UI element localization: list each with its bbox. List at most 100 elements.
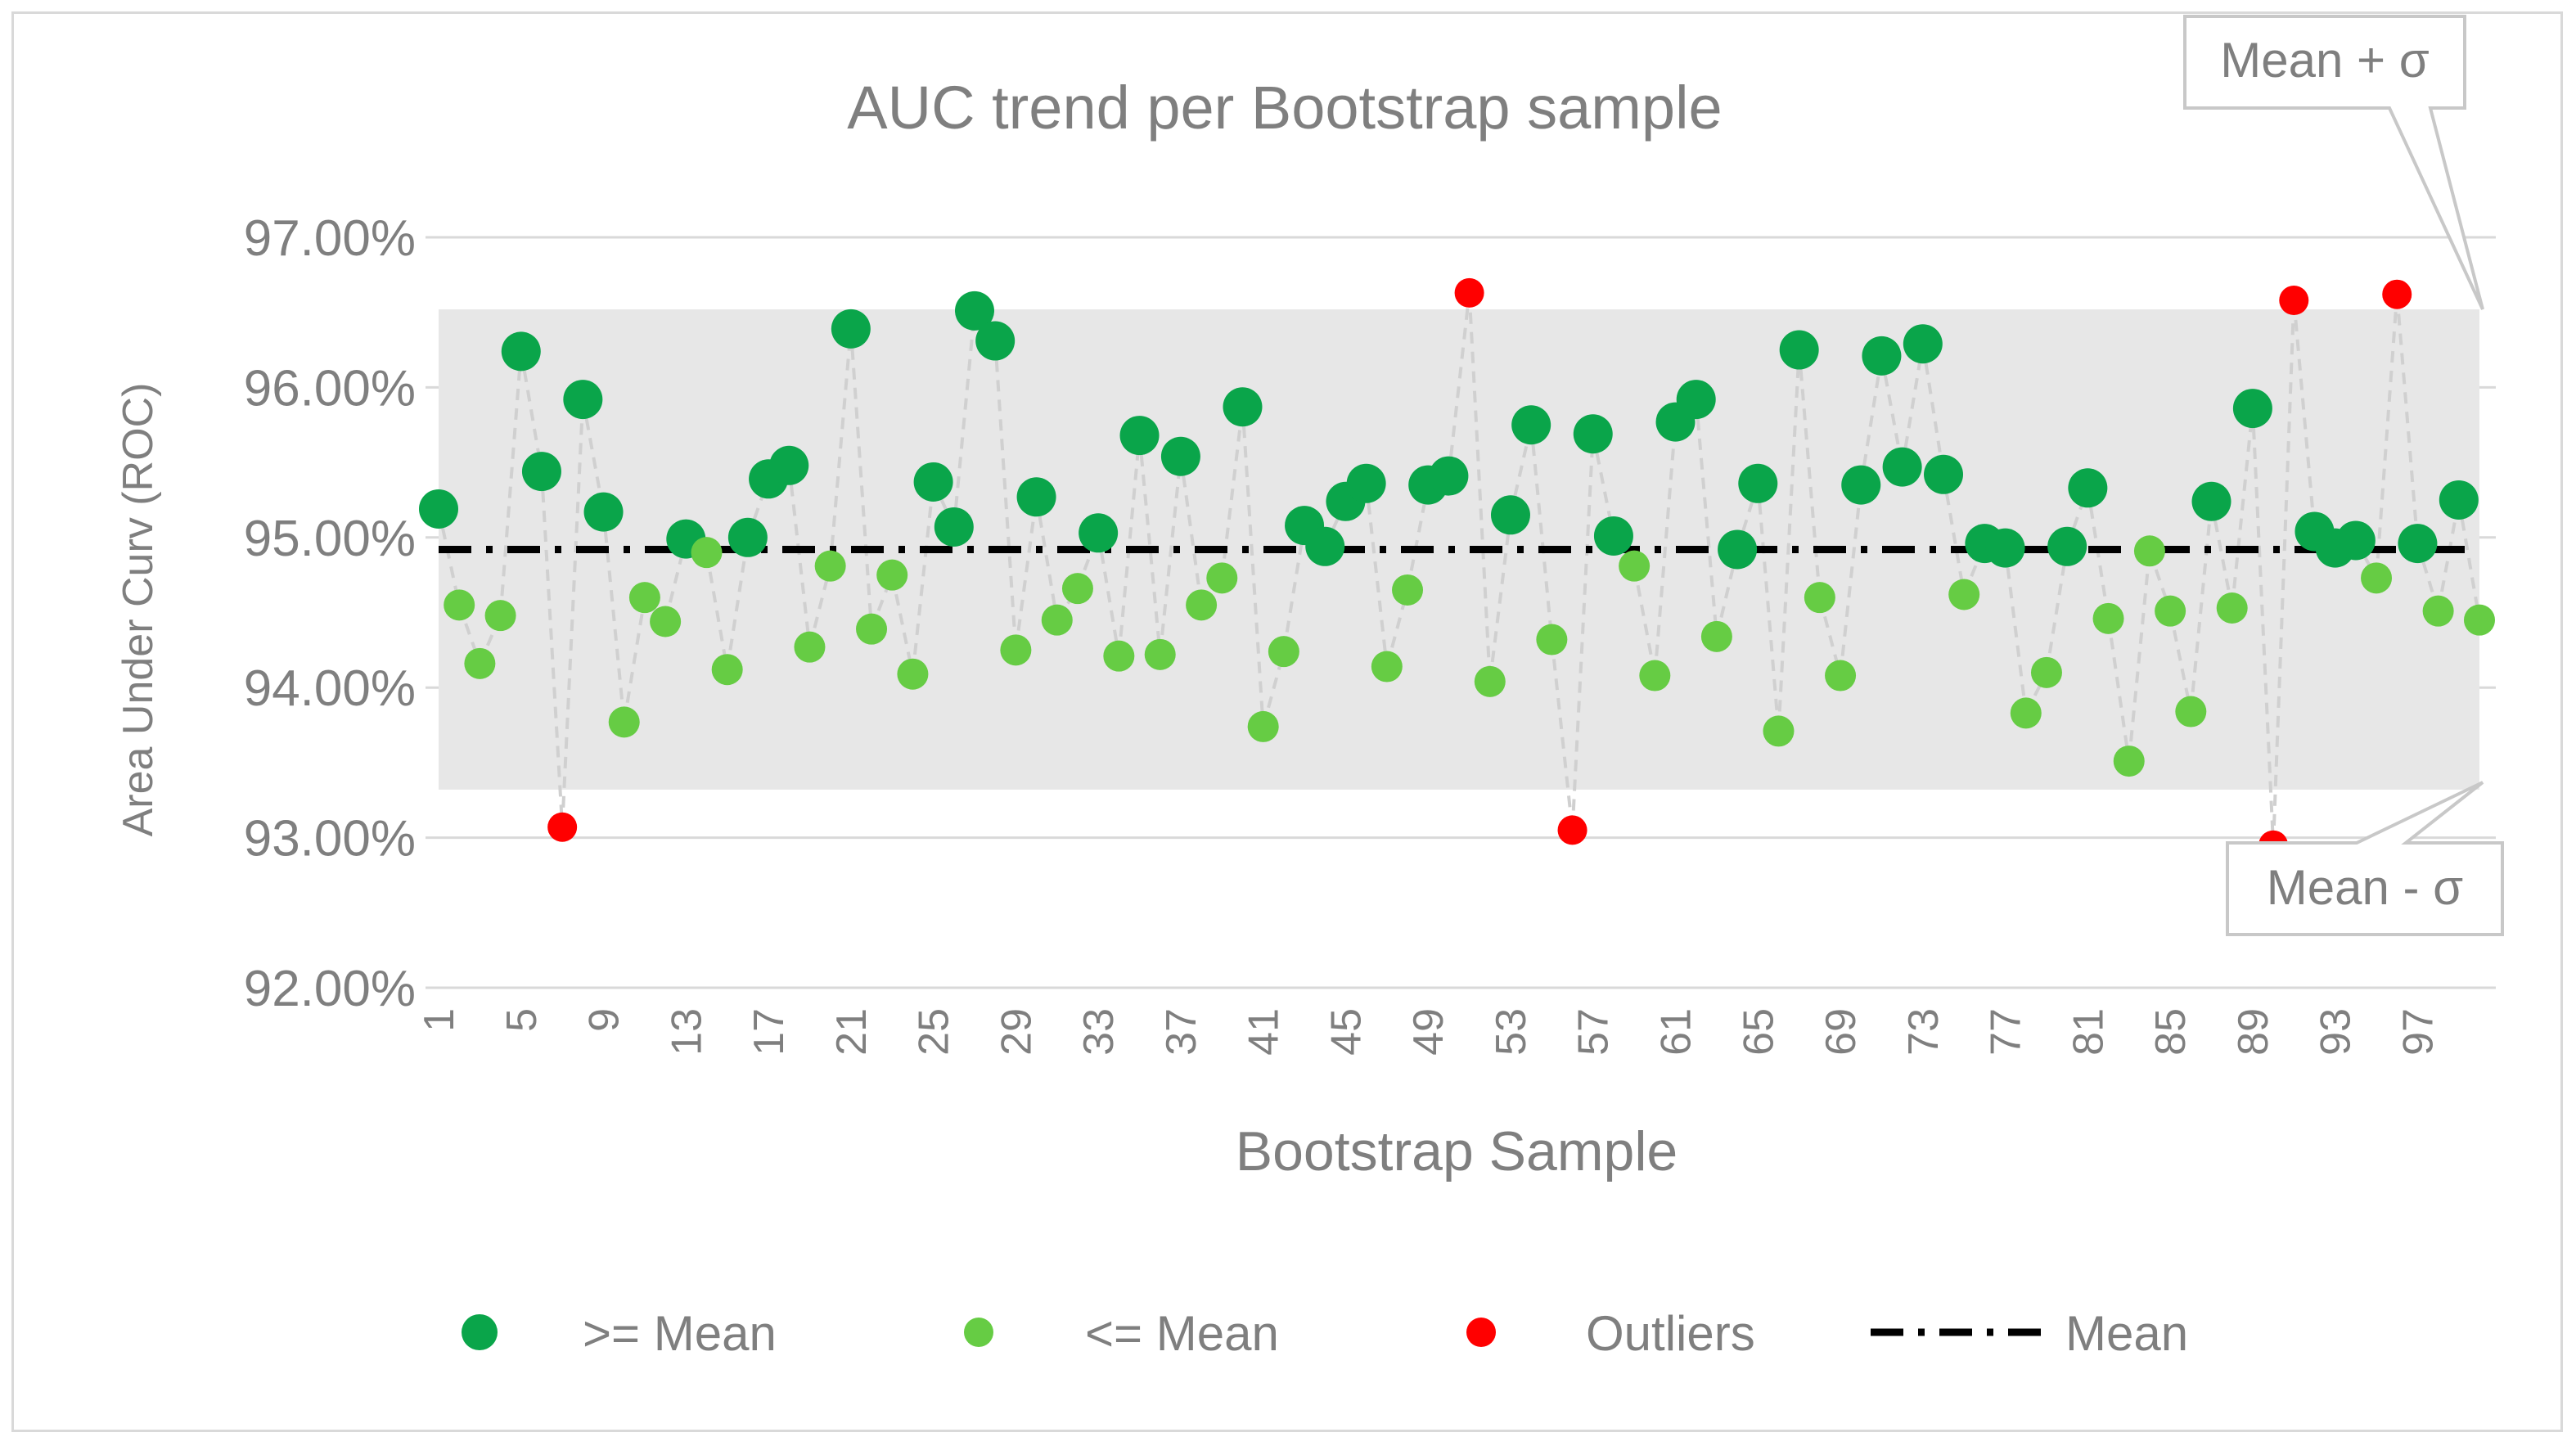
below-mean-point [2175,696,2207,728]
below-mean-point [814,550,846,582]
above-mean-point [769,445,809,485]
connector-segment [952,310,976,528]
connector-segment [1467,292,1492,682]
connector-lines [437,292,2481,845]
connector-segment [1859,355,1884,485]
below-mean-point [2155,595,2186,627]
below-mean-point [711,654,743,686]
below-mean-point [484,600,516,632]
above-mean-point [563,380,603,420]
above-mean-point [1718,529,1758,570]
connector-segment [2230,408,2254,609]
connector-segment [437,508,462,606]
connector-segment [2127,551,2151,762]
below-mean-point [1763,715,1795,747]
x-axis-label: Bootstrap Sample [1236,1120,1678,1182]
x-tick-label: 37 [1158,1008,1205,1056]
connector-segment [1529,425,1554,640]
above-mean-point [1924,454,1964,494]
below-mean-point [691,537,723,569]
connector-segment [601,511,626,723]
y-tick-label: 92.00% [244,961,416,1017]
x-tick-label: 1 [416,1008,463,1032]
below-mean-point [2030,656,2062,688]
chart-title: AUC trend per Bootstrap sample [847,74,1722,142]
above-mean-point [1305,526,1345,566]
connector-segment [664,538,688,622]
above-mean-point [1903,324,1943,364]
above-mean-point [1223,387,1263,427]
connector-segment [1117,435,1142,656]
connector-segment [1839,484,1863,676]
connector-segment [1281,525,1307,652]
connector-segment [2395,294,2420,544]
x-tick-label: 25 [911,1008,958,1056]
connector-segment [1714,549,1740,637]
below-mean-point [2133,535,2165,567]
x-tick-label: 13 [663,1008,710,1056]
below-mean-point [1268,636,1299,668]
connector-segment [1797,349,1822,598]
connector-segment [2250,408,2276,845]
below-mean-point [1103,640,1135,672]
x-tick-label: 81 [2065,1008,2112,1056]
connector-segment [1014,497,1038,651]
below-mean-point [608,706,640,738]
legend-outliers-label: Outliers [1586,1306,1755,1361]
connector-segment [2106,618,2131,762]
below-mean-point [1206,562,1238,594]
above-mean-point [727,517,768,557]
outlier-point [1557,815,1587,845]
x-tick-label: 53 [1488,1008,1535,1056]
x-tick-label: 49 [1405,1008,1452,1056]
connector-segment [1034,496,1059,621]
y-axis-label: Area Under Curv (ROC) [115,383,162,837]
below-mean-point [444,589,475,621]
below-mean-point [794,631,826,663]
connector-segment [890,574,915,675]
above-mean-point [1882,447,1922,487]
above-mean-point [1160,436,1200,476]
connector-segment [1241,407,1265,728]
connector-segment [1097,532,1121,657]
outlier-point [2382,279,2412,309]
x-tick-label: 93 [2313,1008,2360,1056]
legend: >= Mean <= Mean Outliers Mean [462,1306,2188,1361]
connector-segment [1900,343,1925,467]
x-tick-label: 33 [1075,1008,1123,1056]
above-mean-point [913,462,953,502]
above-mean-point [1841,465,1881,505]
above-mean-point [1573,414,1613,454]
below-mean-point [2464,604,2495,636]
above-mean-point [1429,456,1469,496]
above-mean-point [1511,405,1551,445]
above-mean-point [521,452,561,492]
connector-segment [539,471,565,827]
x-tick-label: 97 [2394,1008,2442,1056]
y-tick-label: 94.00% [244,660,416,717]
connector-segment [561,399,585,827]
x-tick-label: 41 [1241,1008,1288,1056]
connector-segment [1364,483,1389,667]
connector-segment [849,328,874,629]
above-mean-point [2047,526,2087,566]
below-mean-point [2422,595,2454,627]
lower-band-callout: Mean - σ [2226,781,2504,936]
below-mean-point [1536,624,1568,655]
above-mean-point [1079,513,1119,553]
connector-segment [725,537,750,670]
x-tick-label: 77 [1983,1008,2030,1056]
connector-segment [828,328,853,566]
above-mean-point [1346,463,1386,503]
legend-outliers-marker [1466,1318,1496,1347]
above-mean-point [1738,463,1778,503]
y-tick-label: 97.00% [244,210,416,267]
x-tick-label: 69 [1817,1008,1865,1056]
legend-below-label: <= Mean [1085,1306,1279,1361]
above-mean-point [1593,516,1633,556]
connector-segment [1137,435,1162,655]
above-mean-point [2398,524,2438,564]
below-mean-point [628,582,660,614]
below-mean-point [1948,579,1980,610]
